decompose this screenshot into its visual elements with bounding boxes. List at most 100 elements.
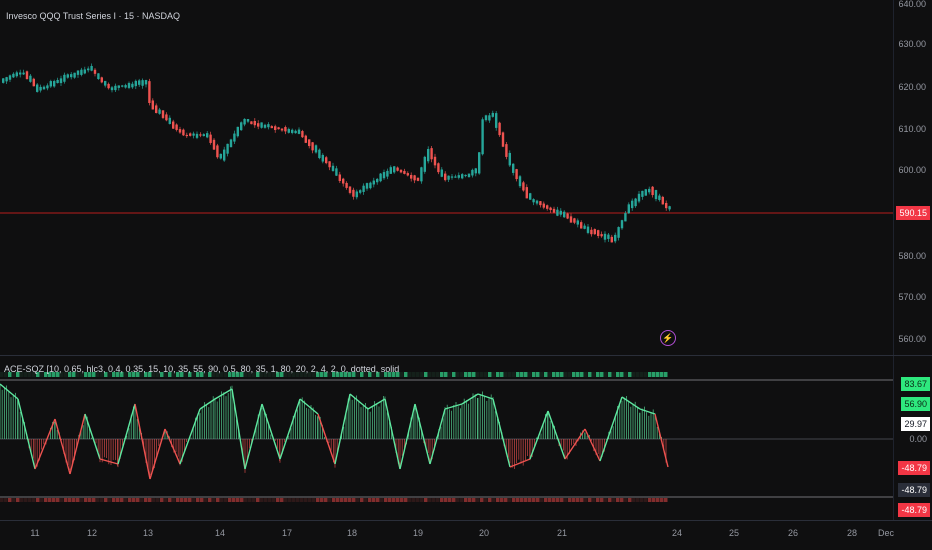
- candle-body: [386, 170, 389, 177]
- candle-body: [433, 156, 437, 166]
- squeeze-dot-top: [640, 372, 644, 377]
- squeeze-dot-bottom: [156, 498, 160, 502]
- squeeze-dot-bottom: [636, 498, 640, 502]
- candle-body: [552, 208, 556, 213]
- candle-body: [138, 80, 141, 85]
- candle-body: [430, 148, 433, 160]
- squeeze-dot-top: [20, 372, 24, 377]
- squeeze-dot-top: [72, 372, 76, 377]
- candle-body: [355, 191, 358, 198]
- squeeze-dot-bottom: [316, 498, 320, 502]
- squeeze-dot-bottom: [392, 498, 396, 502]
- squeeze-dot-top: [440, 372, 444, 377]
- candle-body: [365, 183, 369, 189]
- squeeze-dot-bottom: [236, 498, 240, 502]
- squeeze-dot-top: [532, 372, 536, 377]
- squeeze-dot-top: [76, 372, 80, 377]
- squeeze-dot-top: [408, 372, 412, 377]
- lightning-icon[interactable]: ⚡: [660, 330, 676, 346]
- candle-body: [627, 204, 630, 214]
- pane-divider[interactable]: [0, 355, 932, 356]
- candle-body: [668, 206, 671, 210]
- squeeze-dot-bottom: [432, 498, 436, 502]
- squeeze-dot-top: [404, 372, 408, 377]
- osc-line-segment: [349, 393, 369, 410]
- squeeze-dot-bottom: [336, 498, 340, 502]
- squeeze-dot-top: [544, 372, 548, 377]
- candle-body: [529, 193, 532, 200]
- squeeze-dot-top: [480, 372, 484, 377]
- squeeze-dot-bottom: [164, 498, 168, 502]
- squeeze-dot-bottom: [664, 498, 668, 502]
- squeeze-dot-bottom: [352, 498, 356, 502]
- squeeze-dot-bottom: [400, 498, 404, 502]
- candle-body: [518, 176, 522, 187]
- osc-badge-signal: 56.90: [901, 397, 930, 411]
- squeeze-dot-bottom: [388, 498, 392, 502]
- candle-body: [413, 175, 416, 181]
- squeeze-dot-bottom: [288, 498, 292, 502]
- date-tick: 24: [671, 528, 683, 538]
- candle-body: [474, 168, 477, 174]
- squeeze-dot-bottom: [216, 498, 220, 502]
- candle-body: [597, 230, 600, 236]
- squeeze-dot-top: [8, 372, 12, 377]
- squeeze-dot-top: [120, 372, 124, 377]
- osc-line-segment: [384, 398, 401, 470]
- candle-body: [389, 167, 392, 174]
- squeeze-dot-top: [12, 372, 16, 377]
- squeeze-dot-top: [320, 372, 324, 377]
- osc-line-segment: [639, 408, 656, 415]
- squeeze-dot-top: [252, 372, 256, 377]
- candle-body: [260, 122, 263, 128]
- squeeze-dot-top: [208, 372, 212, 377]
- squeeze-dot-bottom: [80, 498, 84, 502]
- squeeze-dot-top: [4, 372, 8, 377]
- squeeze-dot-bottom: [176, 498, 180, 502]
- candle-body: [651, 186, 654, 196]
- squeeze-dot-top: [384, 372, 388, 377]
- indicator-label[interactable]: ACE-SQZ [10, 0.65, hlc3, 0.4, 0.35, 15, …: [4, 364, 400, 374]
- squeeze-dot-top: [472, 372, 476, 377]
- squeeze-dot-top: [368, 372, 372, 377]
- squeeze-dot-bottom: [536, 498, 540, 502]
- osc-line-segment: [54, 418, 71, 475]
- squeeze-dot-bottom: [252, 498, 256, 502]
- squeeze-dot-top: [652, 372, 656, 377]
- candle-body: [406, 173, 409, 176]
- squeeze-dot-top: [448, 372, 452, 377]
- squeeze-dot-bottom: [524, 498, 528, 502]
- squeeze-dot-top: [324, 372, 328, 377]
- squeeze-dot-bottom: [196, 498, 200, 502]
- date-tick: 11: [30, 528, 40, 538]
- date-tick: 25: [728, 528, 740, 538]
- candle-body: [178, 129, 182, 133]
- candle-body: [566, 213, 569, 219]
- squeeze-dot-top: [560, 372, 564, 377]
- squeeze-dot-top: [256, 372, 260, 377]
- candle-body: [2, 78, 5, 83]
- squeeze-dot-bottom: [544, 498, 548, 502]
- squeeze-dot-bottom: [232, 498, 236, 502]
- candle-body: [189, 133, 192, 136]
- candle-body: [331, 165, 335, 171]
- candle-body: [49, 81, 52, 87]
- osc-line-segment: [34, 418, 56, 470]
- squeeze-dot-top: [180, 372, 184, 377]
- osc-line-segment: [149, 428, 166, 480]
- candle-body: [556, 209, 559, 216]
- squeeze-dot-bottom: [24, 498, 28, 502]
- squeeze-dot-bottom: [4, 498, 8, 502]
- squeeze-dot-top: [124, 372, 128, 377]
- candle-body: [76, 70, 80, 75]
- squeeze-dot-bottom: [656, 498, 660, 502]
- candle-body: [396, 167, 399, 171]
- squeeze-dot-bottom: [116, 498, 120, 502]
- squeeze-dot-top: [284, 372, 288, 377]
- squeeze-dot-bottom: [368, 498, 372, 502]
- squeeze-dot-bottom: [356, 498, 360, 502]
- squeeze-dot-bottom: [264, 498, 268, 502]
- candle-body: [559, 210, 562, 215]
